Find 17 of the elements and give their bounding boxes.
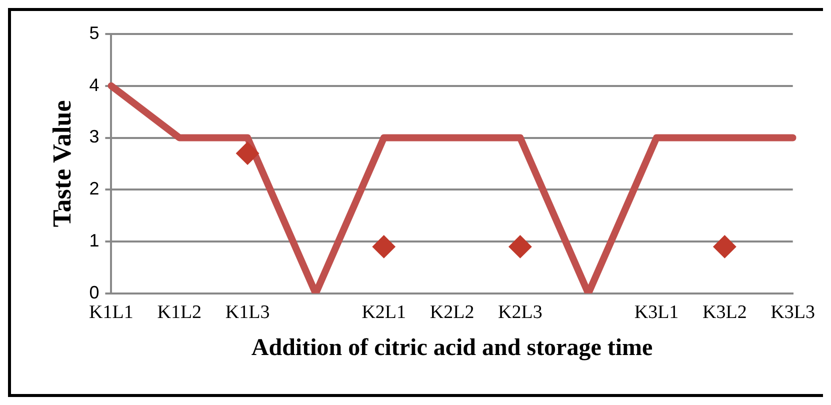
x-tick-label: K3L2 [702,302,747,323]
y-tick-label: 0 [89,282,100,302]
y-tick-label: 3 [89,126,100,147]
x-tick-label: K2L3 [498,302,542,323]
x-tick-label: K1L1 [89,302,134,323]
x-tick-label: K1L2 [157,302,202,323]
y-tick-label: 4 [89,74,100,95]
y-tick-label: 5 [89,22,100,43]
x-tick-label: K3L3 [770,302,815,323]
x-axis-title: Addition of citric acid and storage time [251,334,654,361]
x-tick-label: K1L3 [225,302,270,323]
y-tick-label: 2 [89,178,100,199]
x-tick-label: K3L1 [634,302,679,323]
x-tick-label: K2L2 [430,302,474,323]
y-tick-label: 1 [89,230,100,250]
y-axis-title: Taste Value [47,100,76,228]
x-tick-label: K2L1 [362,302,406,323]
